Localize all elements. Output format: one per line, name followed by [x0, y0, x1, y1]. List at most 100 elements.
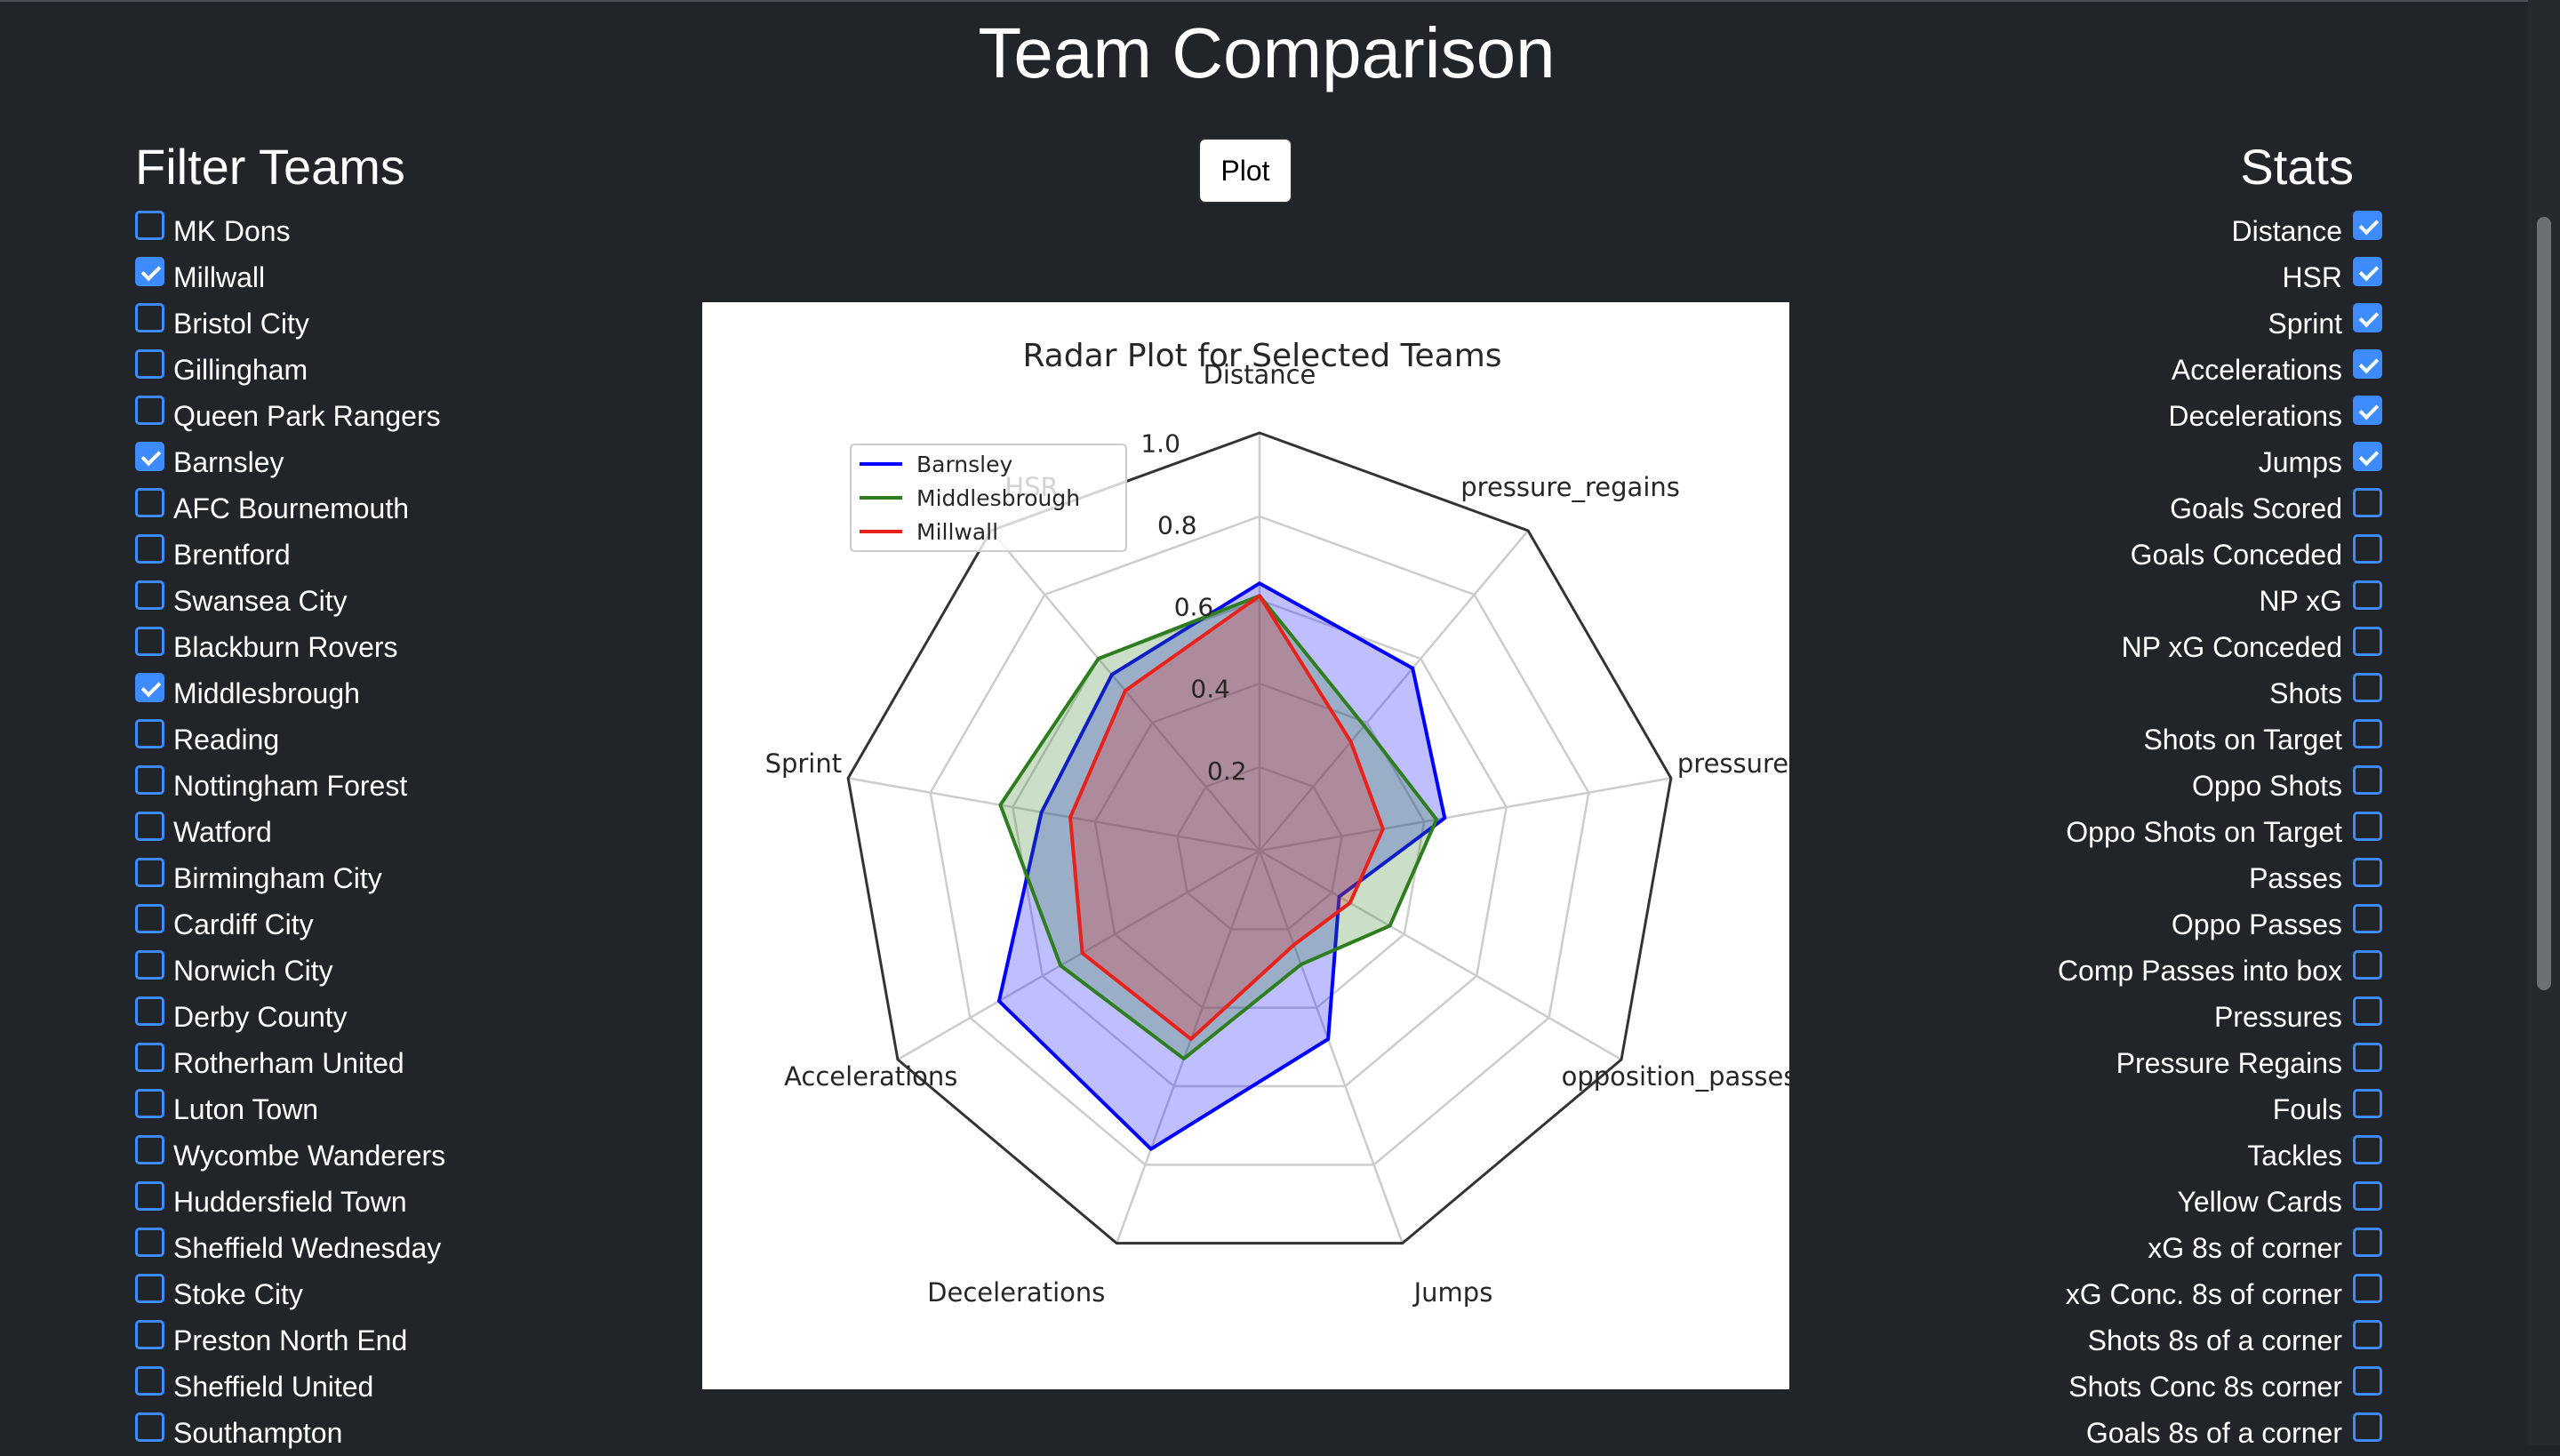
stat-filter-item[interactable]: Goals Conceded [2058, 532, 2382, 578]
team-checkbox[interactable] [135, 996, 164, 1026]
team-checkbox[interactable] [135, 764, 164, 795]
team-filter-item[interactable]: MK Dons [135, 208, 445, 254]
stat-checkbox[interactable] [2353, 348, 2382, 379]
stat-checkbox[interactable] [2353, 996, 2382, 1026]
stat-filter-item[interactable]: Oppo Shots on Target [2058, 809, 2382, 855]
team-filter-item[interactable]: Bristol City [135, 300, 445, 347]
team-filter-item[interactable]: Gillingham [135, 347, 445, 393]
team-filter-item[interactable]: Middlesbrough [135, 670, 445, 716]
scrollbar-thumb[interactable] [2537, 217, 2551, 990]
team-checkbox[interactable] [135, 441, 164, 471]
team-filter-item[interactable]: Norwich City [135, 948, 445, 994]
stat-filter-item[interactable]: Comp Passes into box [2058, 948, 2382, 994]
team-filter-item[interactable]: Rotherham United [135, 1040, 445, 1086]
page-scrollbar[interactable] [2528, 0, 2560, 1445]
stat-checkbox[interactable] [2353, 1412, 2382, 1442]
team-filter-item[interactable]: Watford [135, 809, 445, 855]
team-checkbox[interactable] [135, 1088, 164, 1118]
team-checkbox[interactable] [135, 210, 164, 240]
stat-checkbox[interactable] [2353, 1180, 2382, 1211]
team-filter-item[interactable]: Queen Park Rangers [135, 393, 445, 439]
stat-checkbox[interactable] [2353, 210, 2382, 240]
team-filter-item[interactable]: Brentford [135, 532, 445, 578]
team-filter-item[interactable]: Swansea City [135, 578, 445, 624]
team-checkbox[interactable] [135, 1227, 164, 1257]
team-filter-item[interactable]: Derby County [135, 994, 445, 1040]
stat-checkbox[interactable] [2353, 1227, 2382, 1257]
team-filter-item[interactable]: Sheffield United [135, 1364, 445, 1410]
stat-checkbox[interactable] [2353, 1134, 2382, 1164]
team-filter-item[interactable]: Reading [135, 716, 445, 763]
stat-filter-item[interactable]: Fouls [2058, 1086, 2382, 1132]
team-filter-item[interactable]: Luton Town [135, 1086, 445, 1132]
team-checkbox[interactable] [135, 718, 164, 748]
team-checkbox[interactable] [135, 533, 164, 564]
stat-checkbox[interactable] [2353, 764, 2382, 795]
stat-filter-item[interactable]: Shots Conc 8s corner [2058, 1364, 2382, 1410]
stat-filter-item[interactable]: Decelerations [2058, 393, 2382, 439]
team-filter-item[interactable]: Barnsley [135, 439, 445, 485]
team-filter-item[interactable]: AFC Bournemouth [135, 485, 445, 532]
team-checkbox[interactable] [135, 395, 164, 425]
stat-checkbox[interactable] [2353, 949, 2382, 980]
team-filter-item[interactable]: Millwall [135, 254, 445, 300]
stat-checkbox[interactable] [2353, 302, 2382, 332]
stat-filter-item[interactable]: Pressure Regains [2058, 1040, 2382, 1086]
plot-button[interactable]: Plot [1198, 138, 1292, 204]
stat-filter-item[interactable]: Shots on Target [2058, 716, 2382, 763]
stat-checkbox[interactable] [2353, 1273, 2382, 1303]
stat-checkbox[interactable] [2353, 441, 2382, 471]
stat-checkbox[interactable] [2353, 256, 2382, 286]
stat-filter-item[interactable]: Shots 8s of a corner [2058, 1317, 2382, 1364]
team-filter-item[interactable]: Sheffield Wednesday [135, 1225, 445, 1271]
stat-checkbox[interactable] [2353, 533, 2382, 564]
team-checkbox[interactable] [135, 1319, 164, 1349]
team-checkbox[interactable] [135, 487, 164, 517]
stat-filter-item[interactable]: Pressures [2058, 994, 2382, 1040]
team-checkbox[interactable] [135, 672, 164, 702]
stat-filter-item[interactable]: Goals 8s of a corner [2058, 1410, 2382, 1456]
stat-checkbox[interactable] [2353, 487, 2382, 517]
team-checkbox[interactable] [135, 256, 164, 286]
stat-filter-item[interactable]: NP xG Conceded [2058, 624, 2382, 670]
stat-checkbox[interactable] [2353, 1042, 2382, 1072]
team-checkbox[interactable] [135, 1412, 164, 1442]
team-filter-item[interactable]: Preston North End [135, 1317, 445, 1364]
stat-filter-item[interactable]: Oppo Shots [2058, 763, 2382, 809]
team-checkbox[interactable] [135, 1273, 164, 1303]
stat-checkbox[interactable] [2353, 1319, 2382, 1349]
team-filter-item[interactable]: Nottingham Forest [135, 763, 445, 809]
stat-checkbox[interactable] [2353, 395, 2382, 425]
stat-checkbox[interactable] [2353, 718, 2382, 748]
team-checkbox[interactable] [135, 626, 164, 656]
team-filter-item[interactable]: Blackburn Rovers [135, 624, 445, 670]
team-checkbox[interactable] [135, 348, 164, 379]
stat-checkbox[interactable] [2353, 811, 2382, 841]
stat-checkbox[interactable] [2353, 580, 2382, 610]
team-filter-item[interactable]: Wycombe Wanderers [135, 1132, 445, 1179]
stat-checkbox[interactable] [2353, 1088, 2382, 1118]
team-checkbox[interactable] [135, 811, 164, 841]
stat-filter-item[interactable]: xG 8s of corner [2058, 1225, 2382, 1271]
stat-filter-item[interactable]: Oppo Passes [2058, 901, 2382, 948]
team-filter-item[interactable]: Cardiff City [135, 901, 445, 948]
stat-checkbox[interactable] [2353, 1365, 2382, 1396]
stat-filter-item[interactable]: HSR [2058, 254, 2382, 300]
team-checkbox[interactable] [135, 1042, 164, 1072]
team-checkbox[interactable] [135, 1365, 164, 1396]
stat-filter-item[interactable]: Jumps [2058, 439, 2382, 485]
team-checkbox[interactable] [135, 903, 164, 933]
stat-checkbox[interactable] [2353, 857, 2382, 887]
stat-filter-item[interactable]: Sprint [2058, 300, 2382, 347]
stat-filter-item[interactable]: Shots [2058, 670, 2382, 716]
stat-filter-item[interactable]: Passes [2058, 855, 2382, 901]
team-checkbox[interactable] [135, 1180, 164, 1211]
team-checkbox[interactable] [135, 580, 164, 610]
team-filter-item[interactable]: Stoke City [135, 1271, 445, 1317]
stat-filter-item[interactable]: NP xG [2058, 578, 2382, 624]
team-checkbox[interactable] [135, 1134, 164, 1164]
team-filter-item[interactable]: Huddersfield Town [135, 1179, 445, 1225]
stat-filter-item[interactable]: xG Conc. 8s of corner [2058, 1271, 2382, 1317]
stat-checkbox[interactable] [2353, 626, 2382, 656]
team-filter-item[interactable]: Birmingham City [135, 855, 445, 901]
